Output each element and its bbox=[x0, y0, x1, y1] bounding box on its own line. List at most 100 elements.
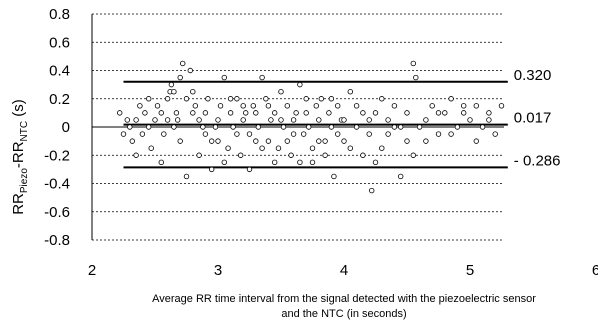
scatter-point bbox=[202, 110, 209, 116]
scatter-point bbox=[416, 124, 423, 130]
reference-line-label: 0.320 bbox=[514, 67, 552, 84]
scatter-point bbox=[208, 138, 215, 144]
scatter-point bbox=[284, 138, 290, 144]
scatter-point bbox=[278, 88, 284, 95]
scatter-point bbox=[272, 159, 278, 166]
scatter-point bbox=[253, 110, 259, 116]
scatter-point bbox=[124, 117, 130, 123]
scatter-point bbox=[391, 124, 398, 130]
scatter-point bbox=[284, 103, 290, 109]
y-tick-label: -0.6 bbox=[44, 204, 70, 221]
scatter-point bbox=[137, 103, 143, 109]
scatter-point bbox=[173, 110, 180, 116]
scatter-point bbox=[145, 124, 152, 130]
scatter-point bbox=[192, 103, 199, 109]
scatter-point bbox=[316, 117, 322, 123]
scatter-point bbox=[423, 117, 429, 123]
scatter-point bbox=[328, 96, 335, 102]
y-label-dash: -RR bbox=[10, 141, 27, 168]
scatter-point bbox=[297, 159, 303, 166]
scatter-point bbox=[230, 124, 236, 130]
scatter-point bbox=[410, 152, 416, 158]
scatter-point bbox=[486, 117, 492, 123]
scatter-point bbox=[413, 74, 419, 81]
reference-line-label: - 0.286 bbox=[514, 152, 561, 169]
scatter-point bbox=[328, 124, 335, 130]
scatter-point bbox=[164, 117, 171, 123]
scatter-point bbox=[265, 103, 272, 109]
scatter-point bbox=[353, 124, 360, 130]
scatter-point bbox=[177, 138, 183, 144]
y-tick-label: 0.8 bbox=[49, 6, 70, 23]
scatter-point bbox=[237, 152, 244, 158]
scatter-point bbox=[183, 173, 190, 180]
scatter-point bbox=[448, 96, 454, 102]
scatter-point bbox=[158, 159, 164, 166]
scatter-point bbox=[479, 124, 486, 130]
scatter-point bbox=[347, 145, 353, 151]
scatter-point bbox=[180, 60, 186, 67]
x-tick-label: 6 bbox=[592, 262, 598, 279]
scatter-point bbox=[120, 131, 127, 137]
scatter-point bbox=[278, 117, 284, 123]
scatter-point bbox=[161, 131, 167, 137]
x-tick-label: 5 bbox=[466, 262, 474, 279]
scatter-point bbox=[335, 103, 341, 109]
y-tick-label: 0.6 bbox=[49, 34, 70, 51]
scatter-point bbox=[486, 110, 492, 116]
scatter-point bbox=[174, 117, 181, 123]
scatter-point bbox=[196, 117, 202, 123]
y-tick-label: -0.2 bbox=[44, 147, 70, 164]
x-tick-labels: 2 3 4 5 6 bbox=[88, 262, 598, 279]
scatter-point bbox=[306, 124, 312, 130]
y-axis-label: RRPiezo-RRNTC (s) bbox=[10, 99, 30, 215]
scatter-point bbox=[360, 152, 366, 158]
scatter-point bbox=[154, 103, 161, 109]
scatter-point bbox=[259, 74, 265, 81]
scatter-point bbox=[492, 131, 498, 137]
scatter-point bbox=[227, 96, 234, 102]
grid-layer bbox=[92, 13, 504, 241]
scatter-point bbox=[240, 117, 246, 123]
scatter-point bbox=[316, 138, 322, 144]
scatter-point bbox=[171, 124, 177, 130]
scatter-points bbox=[117, 60, 505, 194]
x-axis-label-line2: and the NTC (in seconds) bbox=[281, 308, 406, 320]
scatter-point bbox=[385, 131, 391, 137]
y-label-unit: (s) bbox=[10, 99, 27, 121]
scatter-point bbox=[318, 96, 325, 102]
y-tick-label: -0.8 bbox=[44, 232, 70, 249]
scatter-point bbox=[129, 138, 136, 144]
scatter-point bbox=[429, 103, 435, 109]
scatter-point bbox=[133, 117, 139, 123]
scatter-point bbox=[183, 96, 190, 102]
scatter-point bbox=[293, 110, 299, 116]
scatter-point bbox=[498, 103, 505, 109]
scatter-point bbox=[360, 110, 366, 116]
scatter-point bbox=[448, 131, 454, 137]
scatter-point bbox=[259, 145, 265, 151]
x-axis-label-line1: Average RR time interval from the signal… bbox=[152, 293, 536, 305]
scatter-point bbox=[366, 117, 372, 123]
scatter-point bbox=[379, 145, 385, 151]
scatter-point bbox=[243, 110, 249, 116]
scatter-point bbox=[117, 110, 123, 116]
y-tick-labels: 0.8 0.6 0.4 0.2 0 -0.2 -0.4 -0.6 -0.8 bbox=[44, 6, 70, 249]
scatter-point bbox=[268, 117, 274, 123]
scatter-point bbox=[461, 103, 467, 109]
reference-lines: 0.320 0.017 - 0.286 bbox=[123, 67, 561, 169]
scatter-point bbox=[255, 124, 262, 130]
scatter-point bbox=[341, 138, 347, 144]
scatter-point bbox=[190, 110, 196, 116]
y-tick-label: -0.4 bbox=[44, 176, 70, 193]
scatter-point bbox=[127, 124, 133, 130]
scatter-point bbox=[404, 110, 410, 116]
scatter-point bbox=[139, 131, 146, 137]
y-tick-label: 0 bbox=[62, 119, 70, 136]
scatter-point bbox=[366, 131, 372, 137]
scatter-point bbox=[177, 74, 183, 81]
scatter-point bbox=[303, 96, 309, 102]
scatter-point bbox=[331, 173, 337, 180]
scatter-point bbox=[290, 131, 297, 137]
scatter-point bbox=[300, 131, 307, 137]
